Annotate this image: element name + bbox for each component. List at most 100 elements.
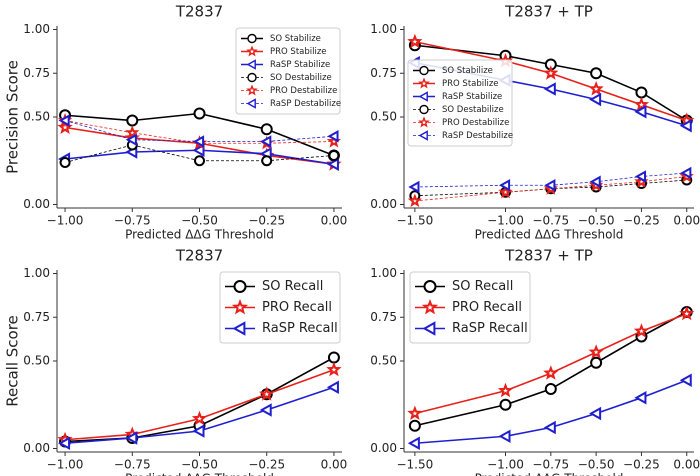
marker [192, 143, 205, 157]
x-tick-label: 0.00 [321, 458, 348, 472]
marker [589, 406, 602, 421]
legend-marker [418, 130, 428, 141]
legend-marker [418, 77, 430, 89]
marker [633, 323, 650, 338]
marker [407, 193, 423, 208]
series-line [64, 144, 334, 163]
chart-title: T2837 [175, 3, 223, 21]
marker [543, 82, 556, 96]
marker [260, 123, 273, 136]
marker [590, 67, 603, 80]
y-tick-label: 0.00 [23, 441, 50, 455]
marker [498, 429, 511, 443]
marker [192, 424, 205, 438]
marker [326, 361, 342, 377]
series-line [414, 44, 688, 122]
marker [407, 33, 423, 49]
marker [588, 344, 604, 359]
legend-box [219, 271, 341, 344]
marker [499, 398, 512, 411]
x-tick-label: −0.75 [532, 214, 569, 228]
legend: SO Stabilize PRO Stabilize RaSP Stabilize S… [235, 27, 341, 115]
y-tick-label: 0.00 [23, 197, 50, 211]
legend-marker [232, 321, 246, 336]
x-axis-label: Predicted ΔΔG Threshold [475, 228, 624, 242]
x-tick-label: 0.00 [673, 458, 700, 472]
marker [260, 135, 272, 148]
marker [589, 92, 602, 107]
marker [259, 386, 275, 401]
y-axis-label: Precision Score [4, 60, 22, 174]
marker [544, 383, 557, 395]
x-axis-label: Predicted ΔΔG Threshold [475, 472, 624, 476]
series-line [414, 172, 687, 188]
marker [679, 119, 692, 133]
legend-label: SO Recall [452, 279, 513, 294]
x-tick-label: −1.00 [487, 214, 524, 228]
y-axis-label: Recall Score [4, 315, 22, 407]
legend-label: RaSP Destabilize [442, 131, 513, 141]
marker [261, 155, 273, 167]
marker [634, 391, 647, 405]
x-tick-label: −0.25 [248, 214, 285, 228]
x-tick-label: 0.00 [321, 214, 348, 228]
x-tick-label: −0.75 [114, 458, 151, 472]
legend-label: PRO Recall [452, 300, 522, 315]
legend-marker [246, 98, 256, 109]
legend-marker [246, 84, 258, 96]
legend-marker [423, 280, 437, 293]
series-line [414, 311, 688, 427]
marker [543, 65, 559, 80]
x-tick-label: −1.50 [396, 458, 433, 472]
legend: SO Recall PRO Recall RaSP Recall [409, 271, 531, 344]
legend-marker [418, 116, 430, 128]
series-line [414, 379, 688, 445]
marker [497, 382, 514, 398]
x-tick-label: −0.25 [248, 458, 285, 472]
legend-marker [419, 65, 429, 76]
marker [407, 405, 423, 421]
y-tick-label: 0.75 [370, 66, 397, 80]
legend-marker [247, 33, 257, 44]
legend-marker [231, 298, 249, 315]
legend-marker [246, 59, 256, 70]
marker [125, 431, 138, 445]
legend-label: RaSP Stabilize [270, 60, 330, 70]
marker [58, 436, 71, 450]
marker [328, 150, 340, 161]
legend-label: SO Stabilize [442, 66, 493, 76]
legend: SO Stabilize PRO Stabilize RaSP Stabilize S… [407, 59, 513, 147]
series-line [414, 176, 687, 202]
legend-label: RaSP Recall [262, 321, 338, 336]
x-tick-label: −0.50 [578, 214, 615, 228]
x-tick-label: −0.50 [181, 214, 218, 228]
legend-marker [233, 280, 247, 293]
marker [544, 179, 556, 192]
marker [498, 179, 511, 192]
marker [590, 356, 603, 369]
marker [194, 155, 205, 167]
marker [635, 86, 648, 99]
marker [634, 170, 647, 183]
marker [125, 125, 140, 139]
marker [407, 436, 420, 450]
legend-label: SO Recall [262, 279, 323, 294]
x-tick-label: −1.00 [487, 458, 524, 472]
legend-label: RaSP Stabilize [442, 92, 502, 102]
x-axis-label: Predicted ΔΔG Threshold [125, 472, 274, 476]
x-axis-label: Predicted ΔΔG Threshold [125, 228, 274, 242]
marker [125, 133, 137, 146]
marker [126, 114, 139, 127]
x-tick-label: −1.50 [396, 214, 433, 228]
y-tick-label: 1.00 [23, 22, 50, 36]
y-tick-label: 0.75 [23, 310, 50, 324]
y-tick-label: 0.50 [370, 354, 397, 368]
legend-marker [419, 104, 429, 115]
marker [679, 305, 695, 321]
y-tick-label: 0.50 [23, 110, 50, 124]
y-tick-label: 0.75 [23, 66, 50, 80]
marker [680, 166, 692, 180]
marker [543, 365, 559, 380]
marker [679, 373, 692, 387]
